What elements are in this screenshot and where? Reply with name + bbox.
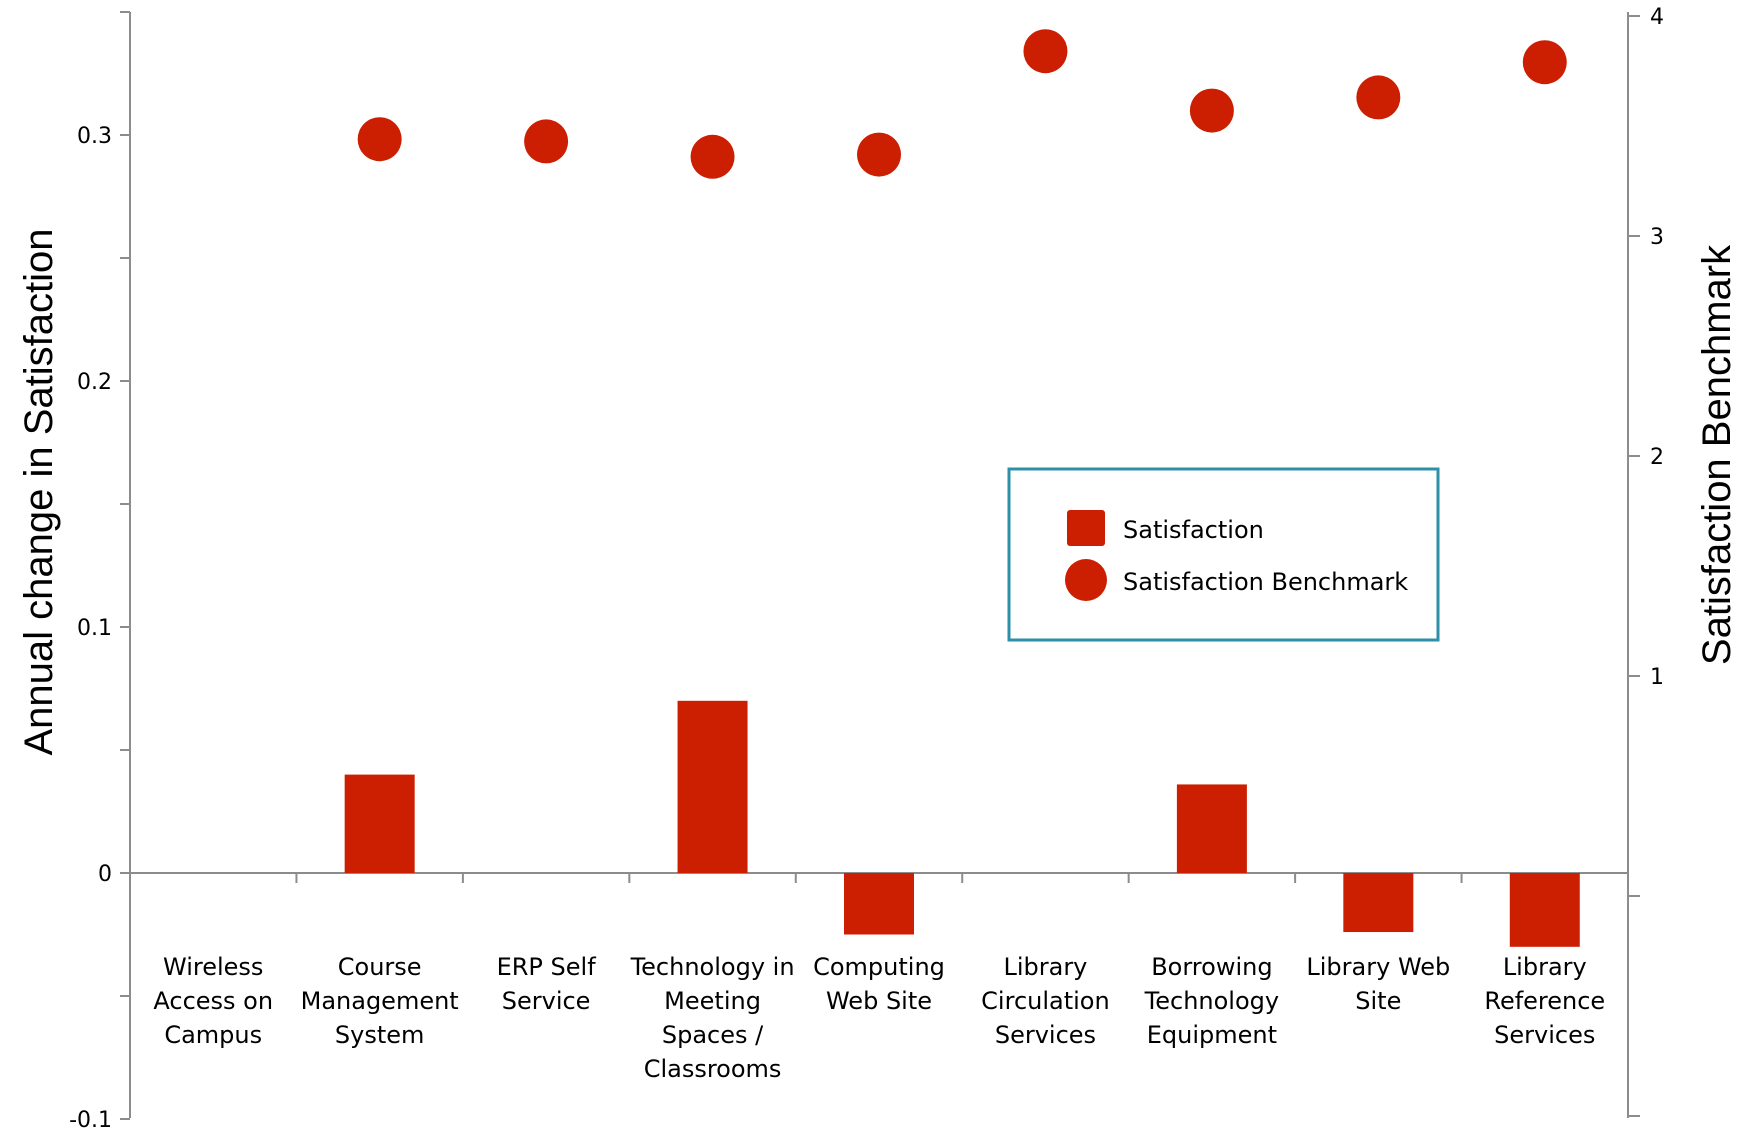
dot-satisfaction-benchmark: [1522, 40, 1567, 85]
y2-axis-title: Satisfaction Benchmark: [1695, 244, 1739, 665]
bar-satisfaction: [344, 774, 415, 873]
y-tick-label: 0.1: [77, 616, 112, 641]
y2-tick-label: 1: [1650, 665, 1664, 690]
category-labels: Wireless Access on Campus Course Management S…: [153, 953, 1605, 1083]
dot-satisfaction-benchmark: [1023, 29, 1068, 74]
dot-satisfaction-benchmark: [357, 117, 402, 162]
category-label: Course Management System: [301, 953, 459, 1049]
y-tick-label: -0.1: [69, 1108, 112, 1133]
bar-satisfaction: [1343, 873, 1414, 933]
category-label: Borrowing Technology Equipment: [1144, 953, 1279, 1049]
category-label: ERP Self Service: [497, 953, 597, 1015]
bar-satisfaction: [1509, 873, 1580, 947]
legend: Satisfaction Satisfaction Benchmark: [1007, 467, 1440, 642]
category-label: Computing Web Site: [813, 953, 945, 1015]
legend-label-satisfaction-benchmark: Satisfaction Benchmark: [1123, 568, 1408, 596]
y2-tick-label: 4: [1650, 5, 1664, 30]
legend-swatch-satisfaction: [1067, 510, 1105, 546]
legend-label-satisfaction: Satisfaction: [1123, 516, 1264, 544]
y2-tick-label: 2: [1650, 445, 1664, 470]
dot-satisfaction-benchmark: [524, 119, 569, 164]
dot-satisfaction-benchmark: [1189, 88, 1234, 133]
y-axis-title: Annual change in Satisfaction: [17, 228, 61, 755]
y-tick-label: 0.2: [77, 370, 112, 395]
category-label: Library Reference Services: [1484, 953, 1605, 1049]
category-label: Library Web Site: [1306, 953, 1450, 1015]
legend-swatch-satisfaction-benchmark: [1065, 559, 1107, 601]
category-label: Wireless Access on Campus: [153, 953, 273, 1049]
bar-satisfaction: [1176, 784, 1247, 873]
dots-satisfaction-benchmark: [357, 29, 1567, 179]
bars-satisfaction: [344, 700, 1580, 947]
y-tick-label: 0.3: [77, 124, 112, 149]
bar-satisfaction: [844, 873, 914, 935]
category-label: Technology in Meeting Spaces / Classrooms: [630, 953, 795, 1083]
legend-box: [1007, 467, 1440, 642]
dot-satisfaction-benchmark: [690, 134, 735, 179]
dot-satisfaction-benchmark: [1356, 75, 1401, 120]
y2-tick-label: 3: [1650, 225, 1664, 250]
bar-satisfaction: [677, 700, 748, 873]
dot-satisfaction-benchmark: [857, 132, 901, 177]
y-tick-label: 0: [98, 862, 112, 887]
category-label: Library Circulation Services: [981, 953, 1110, 1049]
